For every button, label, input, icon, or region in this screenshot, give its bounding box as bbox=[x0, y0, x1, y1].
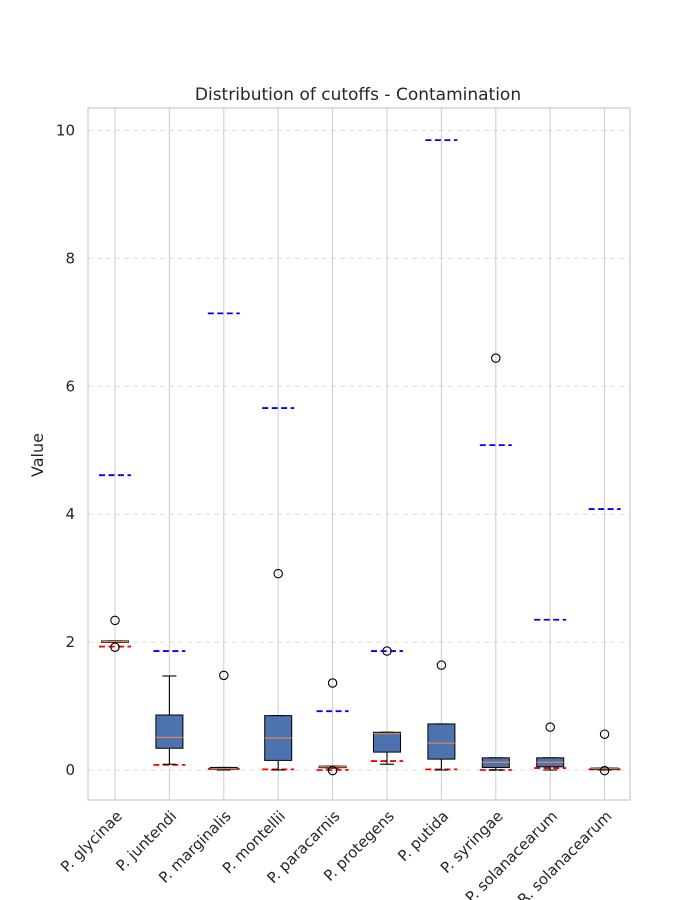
outlier-point bbox=[219, 670, 229, 681]
box-group bbox=[207, 312, 240, 771]
outlier-point bbox=[491, 353, 501, 363]
outlier-point bbox=[110, 615, 120, 626]
box-iqr bbox=[373, 731, 401, 753]
y-axis-title: Value bbox=[28, 433, 47, 477]
plot-frame bbox=[87, 107, 631, 801]
chart-title: Distribution of cutoffs - Contamination bbox=[195, 85, 521, 105]
outlier-point bbox=[327, 678, 338, 688]
outlier-point bbox=[436, 660, 447, 670]
box-iqr bbox=[155, 714, 184, 749]
grid-lines bbox=[88, 108, 630, 800]
y-tick-label: 4 bbox=[65, 505, 75, 523]
box-group bbox=[479, 353, 512, 771]
box-group bbox=[153, 650, 186, 766]
outlier-point bbox=[545, 722, 555, 732]
y-tick-label: 8 bbox=[65, 249, 75, 267]
box-group bbox=[534, 618, 567, 771]
box-group bbox=[316, 678, 349, 776]
box-group bbox=[262, 407, 295, 771]
outlier-point bbox=[273, 568, 283, 579]
y-tick-label: 10 bbox=[56, 122, 75, 140]
y-tick-label: 2 bbox=[65, 633, 75, 651]
box-marks bbox=[99, 139, 621, 776]
box-group bbox=[99, 474, 131, 652]
outlier-point bbox=[599, 729, 610, 739]
outlier-point bbox=[327, 765, 338, 776]
y-tick-label: 6 bbox=[65, 377, 75, 395]
box-group bbox=[371, 646, 403, 765]
outlier-point bbox=[110, 642, 120, 652]
y-tick-label: 0 bbox=[65, 761, 75, 779]
box-group bbox=[425, 139, 458, 771]
outlier-point bbox=[599, 765, 610, 776]
box-iqr bbox=[427, 723, 456, 760]
box-group bbox=[588, 508, 621, 776]
